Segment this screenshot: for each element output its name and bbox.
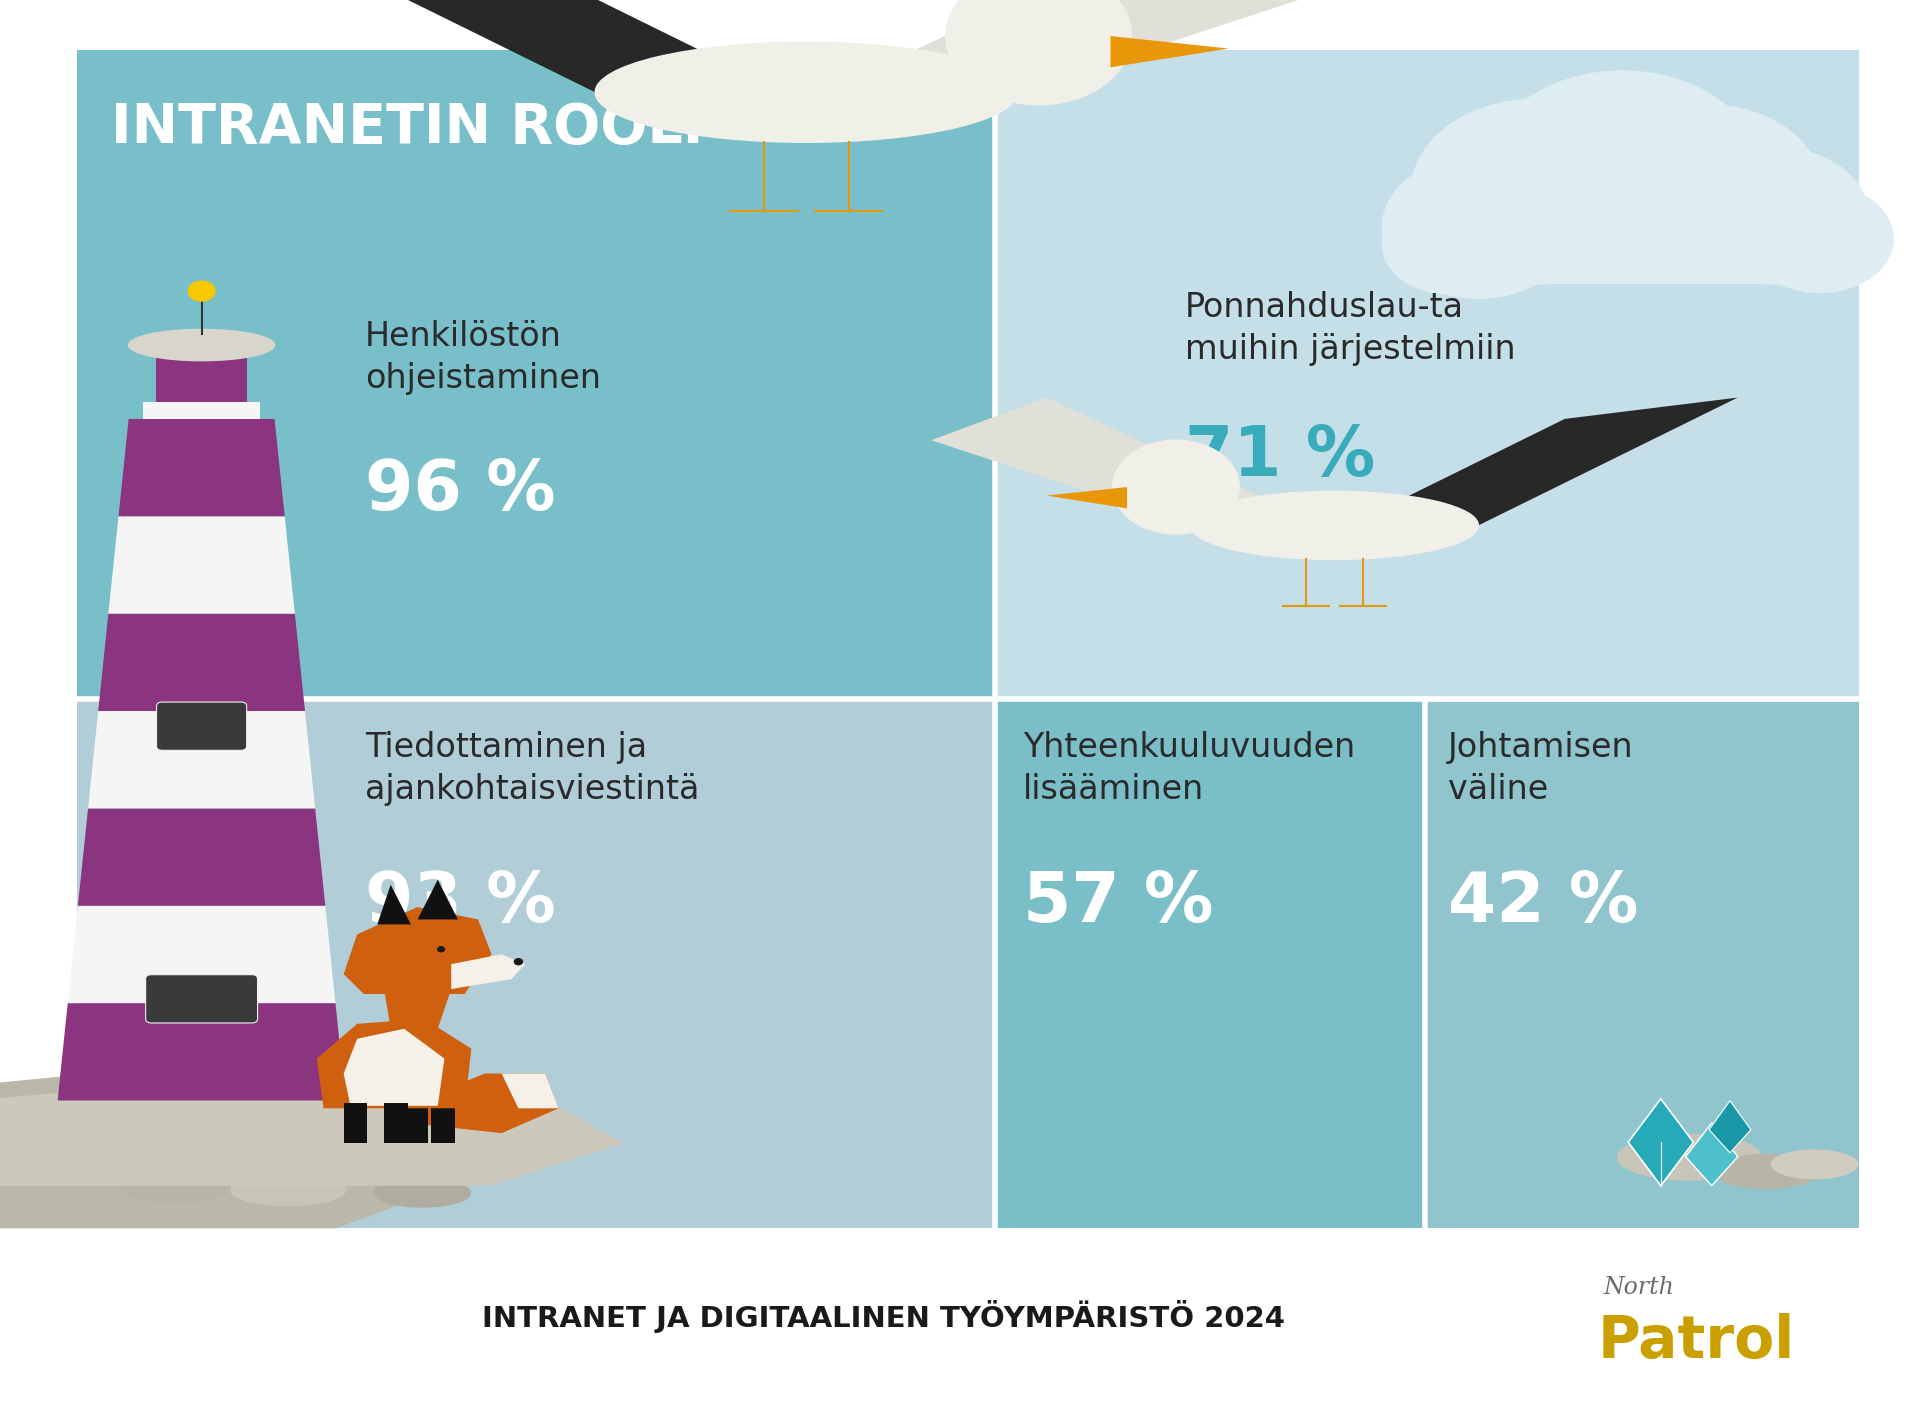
- Ellipse shape: [349, 1147, 457, 1181]
- Polygon shape: [1046, 487, 1127, 508]
- Circle shape: [1112, 440, 1238, 534]
- Polygon shape: [119, 419, 284, 517]
- FancyBboxPatch shape: [146, 974, 257, 1022]
- Bar: [1425, 699, 1859, 1228]
- Polygon shape: [891, 0, 1398, 92]
- Circle shape: [1684, 148, 1868, 284]
- FancyBboxPatch shape: [157, 701, 246, 750]
- Ellipse shape: [1770, 1150, 1857, 1179]
- Bar: [995, 699, 1425, 1228]
- Circle shape: [947, 0, 1131, 105]
- Ellipse shape: [67, 1125, 202, 1176]
- Text: 96 %: 96 %: [365, 457, 555, 524]
- Polygon shape: [108, 517, 296, 613]
- Polygon shape: [1628, 1099, 1693, 1186]
- Polygon shape: [931, 398, 1277, 525]
- Polygon shape: [0, 1072, 451, 1228]
- Text: Yhteenkuuluvuuden
lisääminen: Yhteenkuuluvuuden lisääminen: [1023, 731, 1356, 807]
- Polygon shape: [384, 1103, 407, 1143]
- Polygon shape: [1392, 398, 1738, 525]
- Circle shape: [1411, 99, 1661, 284]
- Polygon shape: [79, 808, 324, 906]
- Text: Henkilöstön
ohjeistaminen: Henkilöstön ohjeistaminen: [365, 320, 601, 395]
- Text: Tiedottaminen ja
ajankohtaisviestintä: Tiedottaminen ja ajankohtaisviestintä: [365, 731, 699, 807]
- Bar: [156, 345, 248, 402]
- Ellipse shape: [259, 1137, 374, 1177]
- Polygon shape: [376, 885, 411, 924]
- Circle shape: [1382, 156, 1574, 298]
- Polygon shape: [1709, 1100, 1751, 1153]
- Polygon shape: [88, 711, 315, 808]
- Bar: [77, 699, 995, 1228]
- Circle shape: [1597, 105, 1820, 270]
- Polygon shape: [344, 1028, 444, 1106]
- Text: 93 %: 93 %: [365, 869, 555, 936]
- Polygon shape: [405, 1099, 428, 1143]
- Circle shape: [1484, 71, 1761, 275]
- Text: 42 %: 42 %: [1448, 869, 1638, 936]
- Circle shape: [438, 947, 445, 951]
- Text: 71 %: 71 %: [1185, 423, 1375, 490]
- Polygon shape: [215, 0, 722, 92]
- Polygon shape: [451, 954, 526, 988]
- Circle shape: [188, 281, 215, 301]
- Circle shape: [1382, 195, 1517, 294]
- Bar: [144, 402, 259, 419]
- Ellipse shape: [1190, 491, 1478, 559]
- Ellipse shape: [1715, 1154, 1820, 1189]
- Circle shape: [515, 959, 522, 964]
- Polygon shape: [58, 1003, 346, 1100]
- Text: INTRANETIN ROOLI: INTRANETIN ROOLI: [111, 101, 705, 155]
- Text: Ponnahduslau‐ta
muihin järjestelmiin: Ponnahduslau‐ta muihin järjestelmiin: [1185, 291, 1515, 366]
- Ellipse shape: [1617, 1135, 1763, 1180]
- Bar: [1421, 224, 1859, 284]
- Circle shape: [1747, 185, 1893, 293]
- Text: Johtamisen
väline: Johtamisen väline: [1448, 731, 1634, 807]
- Polygon shape: [501, 1074, 559, 1108]
- Bar: [77, 50, 995, 699]
- Ellipse shape: [38, 1147, 115, 1176]
- Polygon shape: [67, 906, 336, 1003]
- Ellipse shape: [144, 1115, 317, 1172]
- Ellipse shape: [374, 1179, 470, 1207]
- Polygon shape: [419, 879, 457, 920]
- Text: North: North: [1603, 1277, 1674, 1299]
- Polygon shape: [344, 907, 492, 994]
- Ellipse shape: [230, 1174, 346, 1206]
- Ellipse shape: [595, 43, 1018, 142]
- Bar: [995, 50, 1859, 699]
- Polygon shape: [384, 988, 451, 1028]
- Text: 57 %: 57 %: [1023, 869, 1213, 936]
- Polygon shape: [98, 613, 305, 711]
- Polygon shape: [0, 1072, 624, 1186]
- Ellipse shape: [129, 329, 275, 361]
- Polygon shape: [430, 1099, 455, 1143]
- Ellipse shape: [119, 1169, 225, 1203]
- Text: INTRANET JA DIGITAALINEN TYÖYMPÄRISTÖ 2024: INTRANET JA DIGITAALINEN TYÖYMPÄRISTÖ 20…: [482, 1299, 1284, 1333]
- Polygon shape: [1686, 1123, 1738, 1186]
- Text: Patrol: Patrol: [1597, 1314, 1795, 1370]
- Polygon shape: [1110, 36, 1229, 67]
- Polygon shape: [411, 1074, 559, 1133]
- Polygon shape: [317, 1020, 472, 1108]
- Polygon shape: [344, 1103, 367, 1143]
